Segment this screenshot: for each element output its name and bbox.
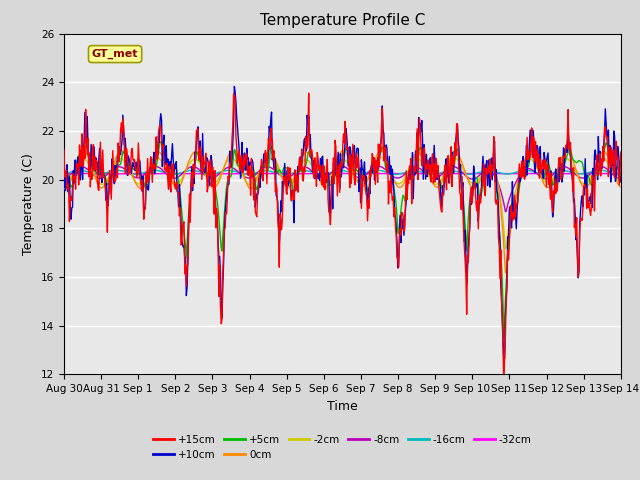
+10cm xyxy=(184,254,192,260)
Line: +5cm: +5cm xyxy=(64,142,621,337)
-32cm xyxy=(118,171,125,177)
0cm xyxy=(502,270,509,276)
+15cm xyxy=(60,147,68,153)
-8cm xyxy=(60,175,68,180)
Legend: +15cm, +10cm, +5cm, 0cm, -2cm, -8cm, -16cm, -32cm: +15cm, +10cm, +5cm, 0cm, -2cm, -8cm, -16… xyxy=(149,431,536,464)
-32cm xyxy=(60,171,68,177)
Title: Temperature Profile C: Temperature Profile C xyxy=(260,13,425,28)
-8cm xyxy=(184,166,192,171)
+5cm xyxy=(70,175,78,181)
-8cm xyxy=(127,172,135,178)
+15cm xyxy=(214,217,221,223)
+15cm xyxy=(184,261,192,267)
Line: 0cm: 0cm xyxy=(64,150,621,273)
-16cm xyxy=(426,171,434,177)
+15cm xyxy=(428,179,435,185)
+5cm xyxy=(617,172,625,178)
-32cm xyxy=(70,171,78,177)
-8cm xyxy=(411,164,419,170)
+10cm xyxy=(230,84,238,89)
+5cm xyxy=(185,211,193,217)
Y-axis label: Temperature (C): Temperature (C) xyxy=(22,153,35,255)
-16cm xyxy=(60,170,68,176)
-32cm xyxy=(128,171,136,177)
Line: +10cm: +10cm xyxy=(64,86,621,361)
0cm xyxy=(118,147,125,153)
-32cm xyxy=(214,171,222,177)
+10cm xyxy=(428,173,435,179)
-2cm xyxy=(60,182,68,188)
+5cm xyxy=(127,162,135,168)
-8cm xyxy=(214,173,221,179)
+5cm xyxy=(428,159,435,165)
-8cm xyxy=(70,168,78,174)
Line: -2cm: -2cm xyxy=(64,157,621,249)
-2cm xyxy=(428,178,435,183)
0cm xyxy=(428,177,435,182)
+5cm xyxy=(214,206,222,212)
-8cm xyxy=(617,176,625,182)
+10cm xyxy=(500,358,508,364)
0cm xyxy=(128,171,136,177)
-8cm xyxy=(428,174,435,180)
+15cm xyxy=(617,149,625,155)
+10cm xyxy=(411,172,419,178)
+10cm xyxy=(70,180,78,186)
+15cm xyxy=(411,169,419,175)
-16cm xyxy=(214,170,221,176)
0cm xyxy=(70,169,78,175)
+5cm xyxy=(60,181,68,187)
+10cm xyxy=(60,185,68,191)
-32cm xyxy=(428,170,436,176)
0cm xyxy=(60,186,68,192)
-2cm xyxy=(70,168,78,174)
+10cm xyxy=(617,174,625,180)
+10cm xyxy=(127,170,135,176)
X-axis label: Time: Time xyxy=(327,400,358,413)
-16cm xyxy=(617,172,625,178)
0cm xyxy=(617,184,625,190)
+5cm xyxy=(157,139,164,144)
-16cm xyxy=(127,171,135,177)
Line: -16cm: -16cm xyxy=(64,170,621,175)
-16cm xyxy=(70,168,78,174)
-2cm xyxy=(617,179,625,185)
-16cm xyxy=(596,167,604,173)
+5cm xyxy=(411,166,419,171)
-32cm xyxy=(617,171,625,177)
-16cm xyxy=(410,168,418,174)
-2cm xyxy=(184,163,192,169)
-8cm xyxy=(502,209,509,215)
+5cm xyxy=(500,335,508,340)
0cm xyxy=(185,159,193,165)
+15cm xyxy=(70,177,78,182)
-32cm xyxy=(323,170,331,176)
-2cm xyxy=(377,155,385,160)
0cm xyxy=(214,180,222,186)
-8cm xyxy=(374,163,382,169)
-32cm xyxy=(412,171,419,177)
-2cm xyxy=(411,156,419,162)
-16cm xyxy=(184,168,192,174)
-2cm xyxy=(502,246,509,252)
Text: GT_met: GT_met xyxy=(92,49,138,59)
-2cm xyxy=(214,178,221,184)
+15cm xyxy=(127,148,135,154)
-2cm xyxy=(127,172,135,178)
Line: +15cm: +15cm xyxy=(64,93,621,387)
0cm xyxy=(411,152,419,158)
+15cm xyxy=(305,90,312,96)
Line: -8cm: -8cm xyxy=(64,166,621,212)
+15cm xyxy=(500,384,508,390)
+10cm xyxy=(214,218,221,224)
-32cm xyxy=(185,171,193,177)
